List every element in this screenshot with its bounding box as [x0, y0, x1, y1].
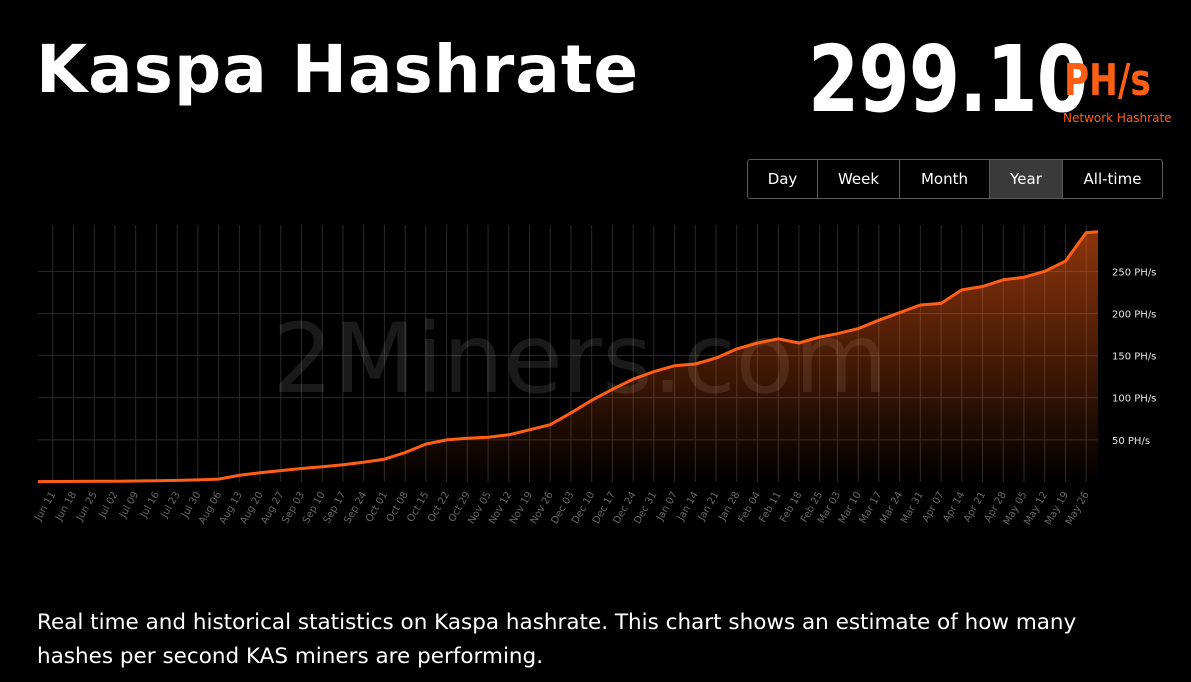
- y-axis-labels: 50 PH/s 100 PH/s 150 PH/s 200 PH/s 250 PH/s: [1112, 267, 1156, 447]
- page-title: Kaspa Hashrate: [36, 31, 640, 108]
- hashrate-chart: 2Miners.com 50 PH/s 100 PH/s 150 PH/s 200 P…: [0, 220, 1191, 550]
- page-description: Real time and historical statistics on K…: [37, 610, 1077, 669]
- x-tick-label: Jul 02: [97, 490, 121, 521]
- hashrate-area: [38, 231, 1098, 482]
- x-tick-label: Jul 23: [159, 490, 183, 521]
- hashrate-line: [37, 230, 1099, 484]
- y-tick-label: 150 PH/s: [1112, 352, 1156, 363]
- x-tick-label: Jul 16: [138, 490, 162, 521]
- time-range-selector: Day Week Month Year All-time: [747, 159, 1163, 199]
- hashrate-unit: PH/s: [1064, 55, 1151, 106]
- hashrate-value: 299.10: [808, 26, 1088, 133]
- y-tick-label: 250 PH/s: [1112, 267, 1156, 278]
- y-tick-label: 100 PH/s: [1112, 394, 1156, 405]
- range-tab-month[interactable]: Month: [900, 160, 990, 198]
- hashrate-caption: Network Hashrate: [1063, 111, 1172, 125]
- range-tab-all-time[interactable]: All-time: [1063, 160, 1162, 198]
- range-tab-year[interactable]: Year: [990, 160, 1063, 198]
- y-tick-label: 50 PH/s: [1112, 436, 1150, 447]
- range-tab-week[interactable]: Week: [818, 160, 900, 198]
- range-tab-day[interactable]: Day: [748, 160, 818, 198]
- y-tick-label: 200 PH/s: [1112, 309, 1156, 320]
- x-tick-label: Jul 09: [117, 490, 141, 521]
